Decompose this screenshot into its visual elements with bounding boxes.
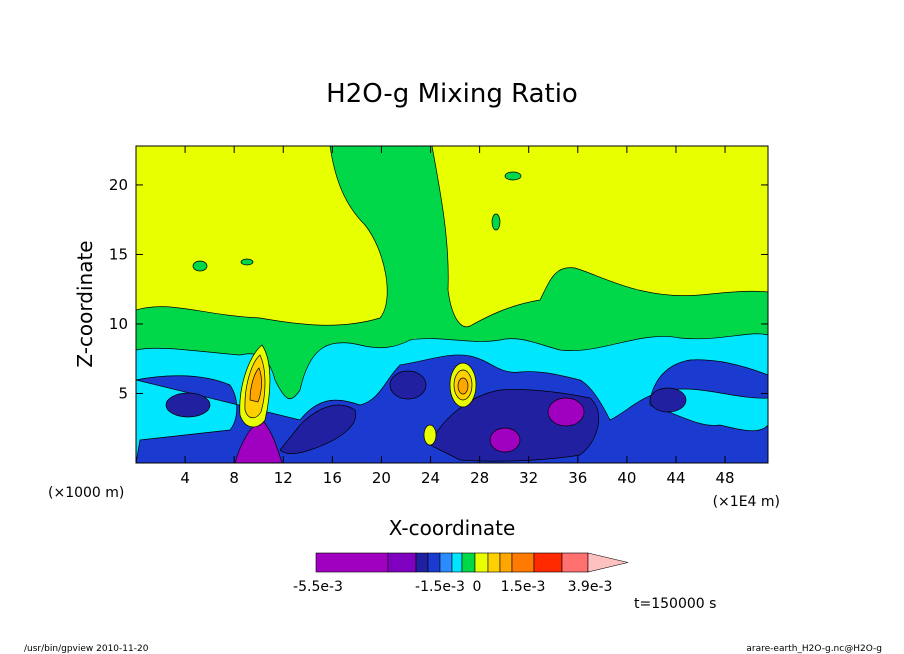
x-tick-label: 40 xyxy=(617,469,636,487)
colorbar-labels: -5.5e-3 -1.5e-3 0 1.5e-3 3.9e-3 xyxy=(293,579,612,595)
colorbar-label: -1.5e-3 xyxy=(415,579,465,595)
colorbar-segment xyxy=(511,552,535,573)
colorbar-label: 0 xyxy=(473,579,482,595)
colorbar-segment xyxy=(315,552,389,573)
colorbar-segment xyxy=(387,552,417,573)
y-tick-label: 20 xyxy=(109,176,128,194)
colorbar-segment xyxy=(561,552,589,573)
colorbar-segment xyxy=(533,552,563,573)
footer-right: arare-earth_H2O-g.nc@H2O-g xyxy=(746,644,882,654)
colorbar-arrow xyxy=(587,552,629,573)
plot-frame xyxy=(135,145,769,464)
colorbar-segment xyxy=(427,552,441,573)
x-tick-label: 36 xyxy=(568,469,587,487)
x-tick-label: 16 xyxy=(323,469,342,487)
colorbar-segment xyxy=(499,552,513,573)
x-unit-right: (×1E4 m) xyxy=(713,494,780,510)
y-tick-label: 5 xyxy=(118,384,128,402)
chart-title: H2O-g Mixing Ratio xyxy=(326,79,578,109)
colorbar-segment xyxy=(439,552,453,573)
colorbar-label: -5.5e-3 xyxy=(293,579,343,595)
x-unit-left: (×1000 m) xyxy=(48,485,124,501)
y-axis: 5 10 15 20 xyxy=(109,176,768,402)
footer-left: /usr/bin/gpview 2010-11-20 xyxy=(24,644,149,654)
colorbar-segment xyxy=(461,552,476,573)
y-tick-label: 10 xyxy=(109,315,128,333)
colorbar xyxy=(315,552,629,573)
colorbar-segment xyxy=(415,552,429,573)
colorbar-segment xyxy=(474,552,489,573)
y-axis-label: Z-coordinate xyxy=(73,240,97,367)
colorbar-segment xyxy=(487,552,501,573)
colorbar-label: 1.5e-3 xyxy=(501,579,546,595)
x-axis: 4 8 12 16 20 24 28 32 36 40 44 48 xyxy=(180,146,735,487)
x-axis-label: X-coordinate xyxy=(389,516,516,540)
x-tick-label: 8 xyxy=(229,469,239,487)
x-tick-label: 48 xyxy=(716,469,735,487)
contour-field xyxy=(136,146,768,463)
x-tick-label: 4 xyxy=(180,469,190,487)
colorbar-segment xyxy=(451,552,463,573)
x-tick-label: 12 xyxy=(274,469,293,487)
x-tick-label: 20 xyxy=(372,469,391,487)
x-tick-label: 28 xyxy=(470,469,489,487)
time-label: t=150000 s xyxy=(634,596,716,612)
y-tick-label: 15 xyxy=(109,245,128,263)
x-tick-label: 32 xyxy=(519,469,538,487)
x-tick-label: 24 xyxy=(421,469,440,487)
x-tick-label: 44 xyxy=(666,469,685,487)
colorbar-label: 3.9e-3 xyxy=(568,579,613,595)
